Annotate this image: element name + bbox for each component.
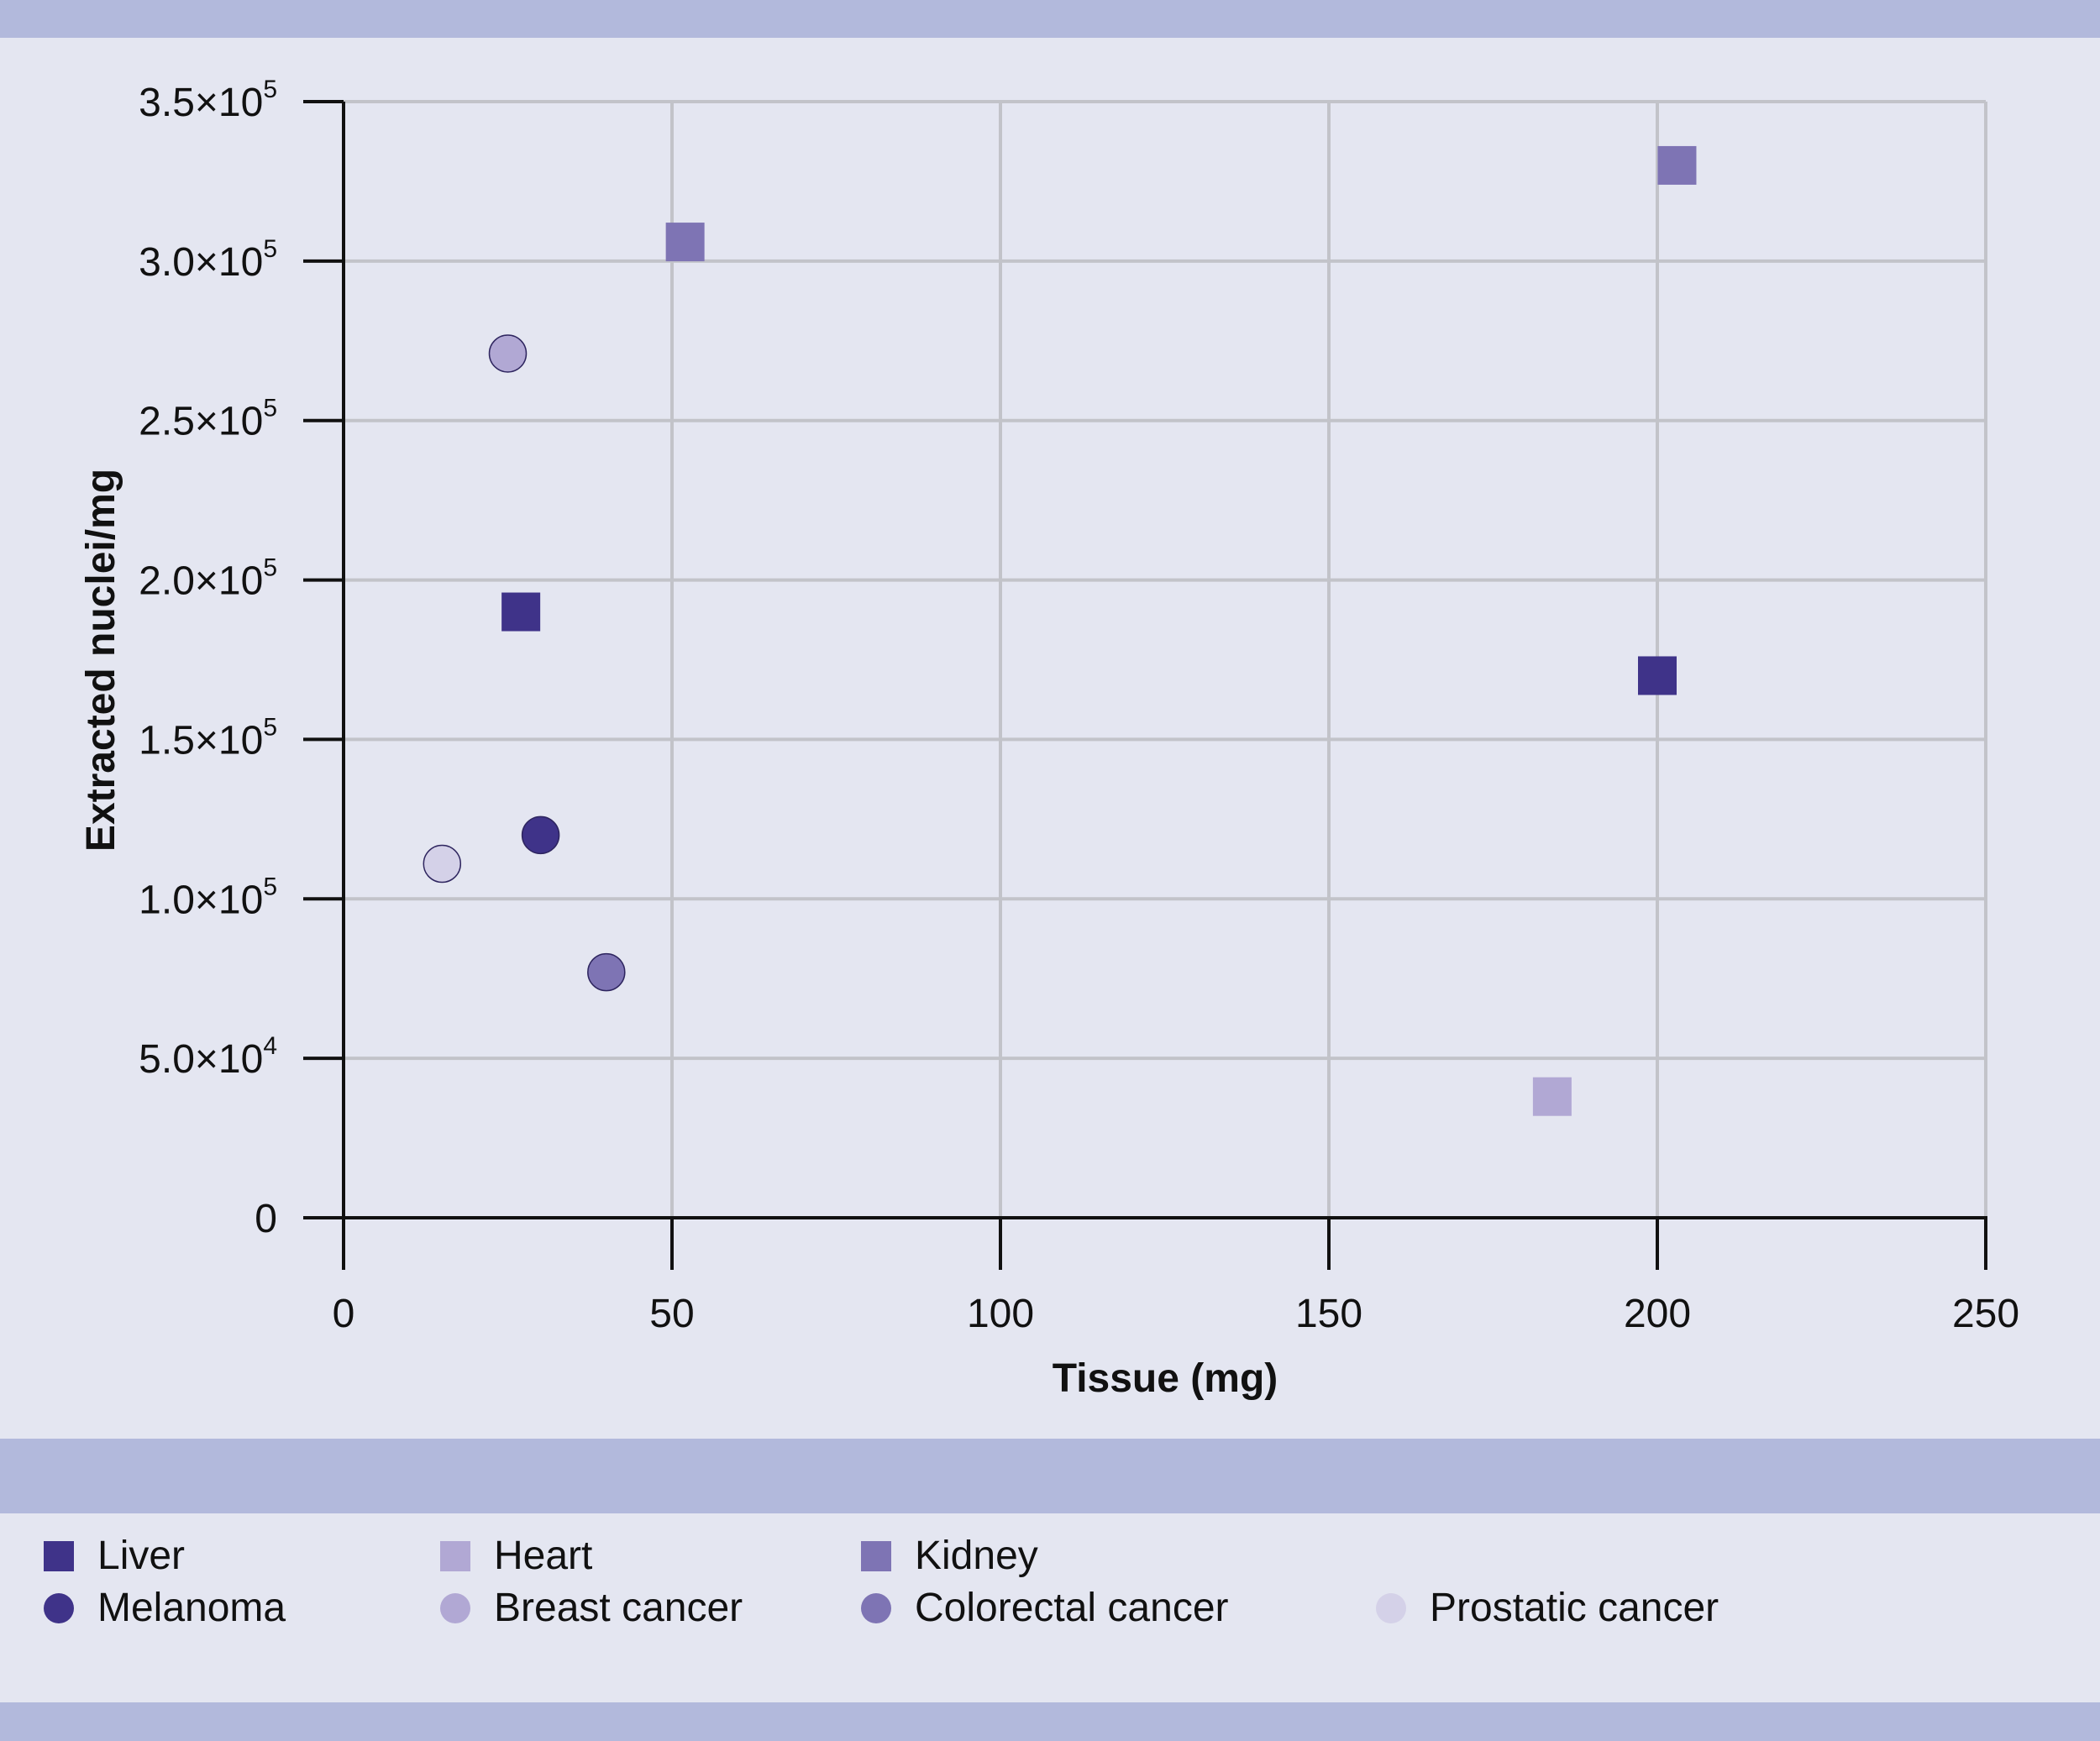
legend-item-prostatic-cancer: Prostatic cancer <box>1376 1585 1719 1632</box>
scatter-chart: 0 50 100 150 200 250 0 5.0×104 1.0×105 1.5×105 2.0… <box>79 76 2019 1401</box>
legend-label: Colorectal cancer <box>915 1586 1229 1630</box>
point-colorectal-cancer <box>587 952 626 992</box>
legend-label: Melanoma <box>97 1586 286 1630</box>
data-points <box>423 145 1697 1116</box>
legend: Liver Heart Kidney Melanoma Breast cancer Col… <box>0 1513 2100 1702</box>
grid-lines <box>344 100 1987 1218</box>
y-tick-label: 2.5×105 <box>139 395 277 444</box>
legend-item-liver: Liver <box>44 1533 185 1580</box>
legend-label: Kidney <box>915 1534 1038 1578</box>
y-tick-label: 0 <box>255 1197 277 1241</box>
point-heart <box>1532 1077 1572 1116</box>
y-tick-label: 2.0×105 <box>139 554 277 604</box>
y-tick-label: 3.5×105 <box>139 76 277 125</box>
x-tick-label: 50 <box>649 1292 694 1336</box>
x-axis-title: Tissue (mg) <box>1053 1356 1278 1401</box>
point-kidney <box>665 223 705 262</box>
legend-label: Prostatic cancer <box>1430 1586 1719 1630</box>
point-liver <box>1638 656 1677 695</box>
legend-item-kidney: Kidney <box>861 1533 1038 1580</box>
point-prostatic-cancer <box>423 844 462 884</box>
legend-marker-circle-icon <box>861 1593 891 1623</box>
y-tick-label: 3.0×105 <box>139 235 277 285</box>
legend-item-breast-cancer: Breast cancer <box>440 1585 743 1632</box>
point-kidney <box>1657 145 1697 185</box>
legend-marker-square-icon <box>44 1541 74 1571</box>
top-band <box>0 0 2100 38</box>
axes <box>303 100 1987 1270</box>
legend-label: Breast cancer <box>494 1586 743 1630</box>
point-liver <box>501 592 541 632</box>
legend-marker-circle-icon <box>440 1593 470 1623</box>
point-melanoma <box>521 815 560 855</box>
legend-marker-circle-icon <box>44 1593 74 1623</box>
x-tick-label: 250 <box>1952 1292 2019 1336</box>
x-tick-label: 100 <box>967 1292 1034 1336</box>
legend-marker-square-icon <box>440 1541 470 1571</box>
x-tick-label: 200 <box>1624 1292 1691 1336</box>
x-tick-label: 150 <box>1295 1292 1362 1336</box>
legend-item-heart: Heart <box>440 1533 592 1580</box>
legend-marker-square-icon <box>861 1541 891 1571</box>
y-axis-title: Extracted nuclei/mg <box>79 469 123 852</box>
x-tick-label: 0 <box>333 1292 355 1336</box>
middle-band <box>0 1439 2100 1513</box>
point-breast-cancer <box>488 334 528 373</box>
y-tick-label: 5.0×104 <box>139 1032 277 1082</box>
legend-item-melanoma: Melanoma <box>44 1585 286 1632</box>
y-tick-label: 1.5×105 <box>139 713 277 763</box>
legend-item-colorectal-cancer: Colorectal cancer <box>861 1585 1229 1632</box>
tick-labels: 0 50 100 150 200 250 0 5.0×104 1.0×105 1.5×105 2.0… <box>139 76 2019 1336</box>
y-tick-label: 1.0×105 <box>139 873 277 922</box>
legend-label: Heart <box>494 1534 593 1578</box>
legend-marker-circle-icon <box>1376 1593 1406 1623</box>
bottom-band <box>0 1702 2100 1741</box>
legend-label: Liver <box>97 1534 186 1578</box>
